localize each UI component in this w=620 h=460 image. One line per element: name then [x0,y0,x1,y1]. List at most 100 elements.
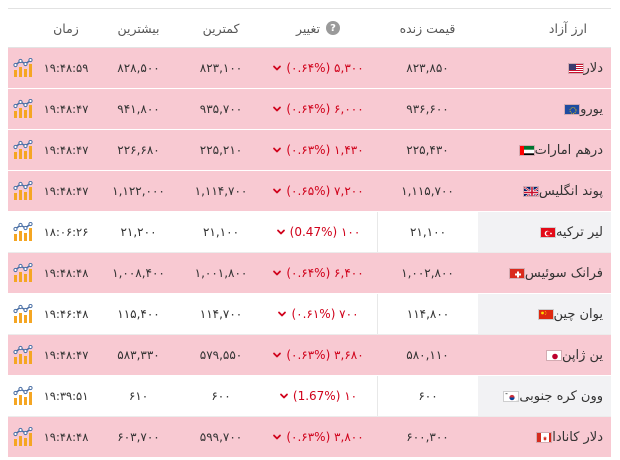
time-value: ۱۹:۴۸:۵۹ [43,61,89,75]
change-value: (۰.۶۳%) ۳,۸۰۰ [286,430,364,444]
table-row[interactable]: پوند انگلیس ۱,۱۱۵,۷۰۰ (۰.۶۵%) ۷,۲۰۰ ۱,۱۱۴,۷… [8,171,611,212]
currency-name-cell[interactable]: دلار کانادا [478,417,611,457]
chart-icon[interactable] [8,417,38,457]
high-value: ۸۲۸,۵۰۰ [117,61,160,75]
chart-icon[interactable] [8,48,38,88]
currency-name-cell[interactable]: وون کره جنوبی [478,376,611,416]
us-flag-icon [567,62,584,74]
time-value: ۱۹:۴۸:۴۸ [43,430,89,444]
low-value: ۲۱,۱۰۰ [202,225,240,239]
change-cell: (۰.۶۴%) ۶,۴۰۰ [259,253,377,293]
header-name: ارز آزاد [548,20,587,36]
down-arrow-icon [279,393,288,399]
live-price: ۱,۰۰۲,۸۰۰ [401,266,454,280]
header-change: تغییر ? [259,9,377,47]
time-value: ۱۹:۳۹:۵۱ [43,389,89,403]
change-value: (۰.۶۵%) ۷,۲۰۰ [286,184,364,198]
table-row[interactable]: لیر ترکیه ۲۱,۱۰۰ (0.47%) ۱۰۰ ۲۱,۱۰۰ ۲۱,۲۰۰ ۱۸… [8,212,611,253]
table-row[interactable]: درهم امارات ۲۲۵,۴۳۰ (۰.۶۳%) ۱,۴۳۰ ۲۲۵,۲۱۰ ۲۲… [8,130,611,171]
low-value: ۶۰۰ [211,389,231,403]
currency-name-cell[interactable]: پوند انگلیس [478,171,611,211]
down-arrow-icon [273,434,282,440]
chart-icon[interactable] [8,253,38,293]
high-value: ۹۴۱,۸۰۰ [117,102,160,116]
live-price: ۲۲۵,۴۳۰ [406,143,449,157]
change-cell: (۰.۶۴%) ۵,۳۰۰ [259,48,377,88]
chart-icon[interactable] [8,171,38,211]
live-price: ۵۸۰,۱۱۰ [406,348,449,362]
change-value: (0.47%) ۱۰۰ [289,225,361,239]
time-value: ۱۹:۴۸:۴۸ [43,266,89,280]
live-price: ۲۱,۱۰۰ [377,212,478,252]
low-value: ۱۱۴,۷۰۰ [199,307,243,321]
ae-flag-icon [518,144,535,156]
low-value: ۲۲۵,۲۱۰ [199,143,243,157]
change-cell: (۰.۶۳%) ۱,۴۳۰ [259,130,377,170]
down-arrow-icon [273,106,282,112]
high-value: ۲۱,۲۰۰ [120,225,157,239]
change-cell: (۰.۶۴%) ۶,۰۰۰ [259,89,377,129]
currency-name: دلار کانادا [552,429,603,445]
table-row[interactable]: دلار ۸۲۳,۸۵۰ (۰.۶۴%) ۵,۳۰۰ ۸۲۳,۱۰۰ ۸۲۸,۵۰۰ ۱۹… [8,48,611,89]
change-value: (۰.۶۳%) ۳,۶۸۰ [286,348,364,362]
down-arrow-icon [273,188,282,194]
help-icon[interactable]: ? [325,21,340,35]
change-cell: (۰.۶۳%) ۳,۸۰۰ [259,417,377,457]
time-value: ۱۹:۴۸:۴۷ [43,143,89,157]
currency-name: ین ژاپن [561,347,603,363]
ch-flag-icon [508,267,525,279]
currency-name-cell[interactable]: درهم امارات [478,130,611,170]
chart-icon[interactable] [8,212,38,252]
chart-icon[interactable] [8,294,38,334]
jp-flag-icon [545,349,562,361]
change-value: (۰.۶۳%) ۱,۴۳۰ [286,143,364,157]
ca-flag-icon [536,431,553,443]
down-arrow-icon [276,229,285,235]
down-arrow-icon [273,65,282,71]
header-high: بیشترین [117,20,160,36]
currency-name-cell[interactable]: فرانک سوئیس [478,253,611,293]
change-cell: (1.67%) ۱۰ [259,376,377,416]
time-value: ۱۹:۴۶:۴۸ [43,307,89,321]
down-arrow-icon [278,311,287,317]
currency-name-cell[interactable]: ین ژاپن [478,335,611,375]
high-value: ۲۲۶,۶۸۰ [117,143,160,157]
live-price: ۸۲۳,۸۵۰ [406,61,449,75]
chart-icon[interactable] [8,130,38,170]
gb-flag-icon [522,185,539,197]
currency-name: دلار [583,60,603,76]
currency-name-cell[interactable]: یوان چین [478,294,611,334]
currency-name-cell[interactable]: دلار [478,48,611,88]
table-row[interactable]: وون کره جنوبی ۶۰۰ (1.67%) ۱۰ ۶۰۰ ۶۱۰ ۱۹:۳۹:۵۱ [8,376,611,417]
currency-name: پوند انگلیس [538,183,603,199]
low-value: ۵۷۹,۵۵۰ [199,348,243,362]
low-value: ۱,۱۱۴,۷۰۰ [194,184,248,198]
cn-flag-icon [537,308,554,320]
high-value: ۶۱۰ [128,389,149,403]
change-cell: (0.47%) ۱۰۰ [259,212,377,252]
live-price: ۱,۱۱۵,۷۰۰ [401,184,454,198]
low-value: ۱,۰۰۱,۸۰۰ [194,266,248,280]
header-price: قیمت زنده [399,20,456,36]
table-row[interactable]: یورو ۹۳۶,۶۰۰ (۰.۶۴%) ۶,۰۰۰ ۹۳۵,۷۰۰ ۹۴۱,۸۰۰ ۱۹… [8,89,611,130]
kr-flag-icon [503,390,520,402]
low-value: ۸۲۳,۱۰۰ [199,61,243,75]
header-chart [8,9,38,47]
currency-name: لیر ترکیه [555,224,603,240]
currency-name-cell[interactable]: لیر ترکیه [478,212,611,252]
chart-icon[interactable] [8,335,38,375]
down-arrow-icon [273,352,282,358]
low-value: ۹۳۵,۷۰۰ [199,102,243,116]
table-row[interactable]: ین ژاپن ۵۸۰,۱۱۰ (۰.۶۳%) ۳,۶۸۰ ۵۷۹,۵۵۰ ۵۸۳,۳۳… [8,335,611,376]
change-value: (1.67%) ۱۰ [292,389,358,403]
change-cell: (۰.۶۱%) ۷۰۰ [259,294,377,334]
currency-name: یورو [580,101,603,117]
chart-icon[interactable] [8,89,38,129]
table-row[interactable]: فرانک سوئیس ۱,۰۰۲,۸۰۰ (۰.۶۴%) ۶,۴۰۰ ۱,۰۰۱,۸… [8,253,611,294]
chart-icon[interactable] [8,376,38,416]
table-row[interactable]: یوان چین ۱۱۴,۸۰۰ (۰.۶۱%) ۷۰۰ ۱۱۴,۷۰۰ ۱۱۵,۴۰۰… [8,294,611,335]
currency-name-cell[interactable]: یورو [478,89,611,129]
high-value: ۱,۱۲۲,۰۰۰ [112,184,165,198]
header-time: زمان [53,20,79,36]
table-row[interactable]: دلار کانادا ۶۰۰,۳۰۰ (۰.۶۳%) ۳,۸۰۰ ۵۹۹,۷۰۰ ۶۰… [8,417,611,458]
